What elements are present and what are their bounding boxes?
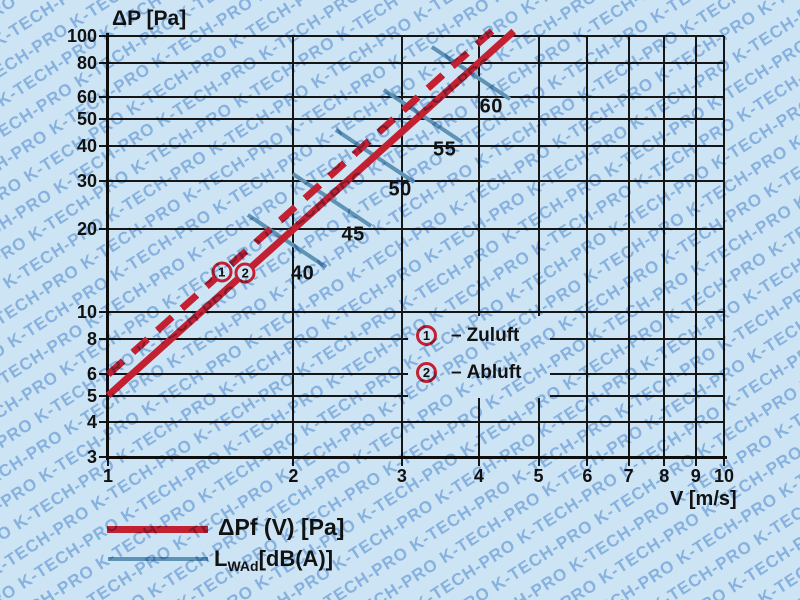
h-gridline	[108, 61, 724, 64]
x-tick-label: 2	[288, 466, 299, 486]
x-tick-label: 4	[473, 466, 484, 486]
x-tick	[586, 457, 589, 466]
x-tick	[400, 457, 403, 466]
y-tick	[99, 96, 108, 99]
noise-label-50: 50	[388, 178, 412, 201]
y-tick-label: 8	[86, 329, 97, 350]
v-gridline	[627, 36, 630, 457]
y-tick-label: 100	[66, 26, 97, 46]
y-tick	[99, 228, 108, 231]
y-tick-label: 40	[76, 136, 97, 156]
x-tick-label: 6	[582, 466, 593, 486]
legend-dash: –	[451, 361, 462, 383]
v-gridline	[694, 36, 697, 457]
v-gridline	[723, 36, 725, 457]
y-tick	[99, 35, 108, 37]
v-gridline	[663, 36, 666, 457]
legend-label: Zuluft	[466, 324, 520, 346]
v-gridline	[477, 36, 480, 457]
noise-label-40: 40	[291, 262, 315, 285]
red-line-swatch	[107, 526, 208, 533]
y-tick	[99, 456, 108, 458]
y-tick-label: 50	[76, 109, 97, 130]
y-tick	[99, 421, 108, 424]
curve-marker-2: 2	[234, 262, 256, 284]
legend-label: Abluft	[466, 361, 522, 383]
x-tick-label: 7	[623, 466, 634, 486]
marker-2-icon: 2	[416, 362, 437, 383]
y-tick-label: 5	[86, 385, 97, 406]
y-tick	[99, 372, 108, 375]
blue-line-swatch	[108, 557, 208, 561]
y-tick-label: 3	[86, 447, 97, 467]
legend-item-zuluft: 1 – Zuluft	[416, 325, 519, 346]
y-tick-label: 4	[86, 412, 97, 433]
x-tick-label: 5	[533, 466, 544, 486]
y-tick	[99, 179, 108, 182]
x-tick	[627, 457, 630, 466]
h-gridline	[108, 228, 724, 231]
y-tick	[99, 118, 108, 121]
noise-label-55: 55	[433, 138, 457, 161]
curve-marker-1: 1	[211, 261, 233, 283]
y-tick-label: 20	[76, 219, 97, 240]
noise-label-45: 45	[341, 223, 365, 246]
y-tick-label: 6	[86, 363, 97, 384]
x-axis-line	[106, 456, 727, 459]
legend-label-dpf: ΔPf (V) [Pa]	[218, 514, 345, 540]
y-axis-title: ΔP [Pa]	[112, 7, 187, 30]
y-tick-label: 30	[76, 170, 97, 191]
y-tick-label: 60	[76, 87, 97, 108]
legend-dash: –	[451, 324, 462, 346]
h-gridline	[108, 35, 724, 37]
legend-item-abluft: 2 – Abluft	[416, 362, 521, 383]
legend-label-lwad: LWAd[dB(A)]	[214, 546, 334, 574]
x-tick-label: 1	[102, 466, 113, 486]
y-axis-line	[106, 33, 109, 460]
x-tick-label: 9	[690, 466, 701, 486]
x-tick-label: 10	[713, 466, 735, 486]
h-gridline	[108, 179, 724, 182]
marker-1-icon: 1	[416, 325, 437, 346]
x-tick	[292, 457, 295, 466]
y-tick	[99, 338, 108, 341]
v-gridline	[537, 36, 540, 457]
v-gridline	[586, 36, 589, 457]
y-tick	[99, 394, 108, 397]
x-tick	[663, 457, 666, 466]
v-gridline	[400, 36, 403, 457]
h-gridline	[108, 311, 724, 314]
x-axis-title: V [m/s]	[670, 488, 737, 510]
y-tick	[99, 311, 108, 314]
x-tick	[723, 457, 725, 466]
y-tick	[99, 145, 108, 147]
x-tick	[107, 457, 109, 466]
x-tick	[537, 457, 540, 466]
x-tick	[477, 457, 480, 466]
h-gridline	[108, 145, 724, 147]
h-gridline	[108, 421, 724, 424]
y-tick-label: 10	[76, 302, 97, 323]
x-tick-label: 8	[659, 466, 670, 486]
noise-label-60: 60	[479, 95, 503, 118]
x-tick	[694, 457, 697, 466]
x-tick-label: 3	[396, 466, 407, 486]
y-tick	[99, 61, 108, 64]
in-chart-legend: 1 – Zuluft 2 – Abluft	[408, 316, 550, 398]
y-tick-label: 80	[76, 52, 97, 73]
